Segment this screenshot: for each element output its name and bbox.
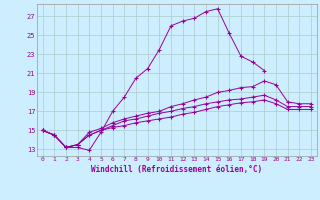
X-axis label: Windchill (Refroidissement éolien,°C): Windchill (Refroidissement éolien,°C)	[91, 165, 262, 174]
